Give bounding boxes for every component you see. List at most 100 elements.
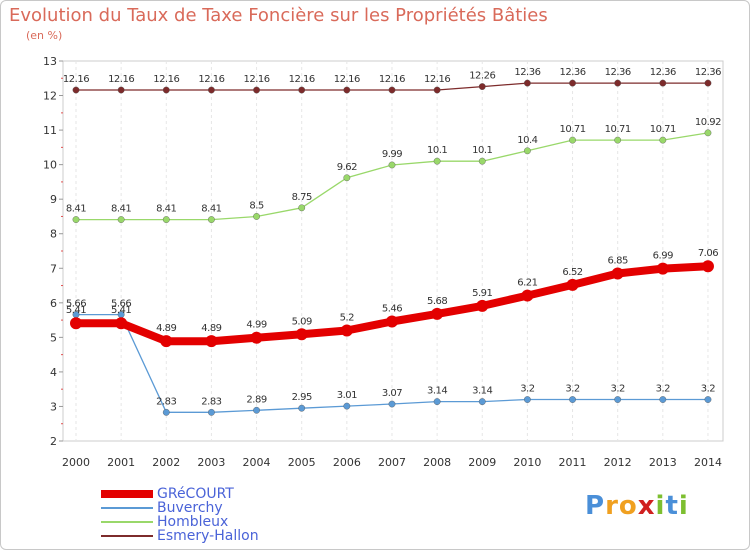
data-point-esmery-hallon [253,86,260,94]
chart-title: Evolution du Taux de Taxe Foncière sur l… [9,5,548,26]
logo-letter: P [585,491,606,521]
data-label-gr-court: 6.52 [562,267,582,278]
data-point-esmery-hallon [72,86,80,94]
y-tick-label: 10 [43,159,57,172]
data-label-gr-court: 5.41 [66,305,86,316]
data-point-hombleux [433,157,441,165]
y-axis-unit: (en %) [26,29,63,42]
data-label-esmery-hallon: 12.16 [424,74,450,85]
data-point-hombleux [614,136,622,144]
data-label-gr-court: 7.06 [698,248,718,259]
logo-letter: i [678,491,689,521]
data-point-hombleux [253,213,260,220]
data-point-gr-court [656,262,669,275]
data-label-buverchy: 3.14 [472,386,492,397]
data-point-gr-court [295,328,308,341]
data-point-gr-court [115,317,128,330]
data-point-esmery-hallon [388,86,396,94]
data-label-esmery-hallon: 12.16 [379,74,405,85]
data-point-buverchy [208,408,215,416]
data-label-buverchy: 5.66 [66,299,86,310]
y-tick-label: 9 [50,193,57,206]
data-label-hombleux: 10.71 [605,124,631,135]
data-label-gr-court: 4.89 [201,323,221,334]
data-label-buverchy: 3.2 [520,384,535,395]
legend-swatch-buverchy [101,507,153,509]
x-tick-label: 2003 [197,456,225,469]
data-point-buverchy [569,396,576,403]
data-label-hombleux: 9.62 [337,162,357,173]
data-point-buverchy [433,398,441,406]
x-tick-label: 2012 [604,456,632,469]
proxiti-logo: Proxiti [585,491,689,521]
data-point-buverchy [704,396,712,403]
legend-swatch-esmery-hallon [101,535,153,537]
legend-label-hombleux: Hombleux [157,514,229,530]
data-label-esmery-hallon: 12.16 [243,74,269,85]
data-point-hombleux [72,216,80,223]
data-label-gr-court: 6.99 [653,251,673,262]
data-label-gr-court: 5.41 [111,305,131,316]
data-label-esmery-hallon: 12.36 [559,67,585,78]
data-label-esmery-hallon: 12.36 [695,67,721,78]
y-tick-label: 11 [43,124,57,137]
data-label-esmery-hallon: 12.16 [289,74,315,85]
data-point-gr-court [340,324,353,337]
data-label-buverchy: 2.95 [292,392,312,403]
data-point-hombleux [343,174,351,182]
data-label-buverchy: 3.2 [565,384,580,395]
data-label-buverchy: 3.2 [701,384,716,395]
data-label-gr-court: 5.91 [472,288,492,299]
data-label-esmery-hallon: 12.16 [198,74,224,85]
data-point-esmery-hallon [524,79,531,87]
data-label-esmery-hallon: 12.16 [153,74,179,85]
data-label-hombleux: 10.1 [472,145,492,156]
legend-swatch-hombleux [101,521,153,523]
data-point-esmery-hallon [478,83,486,90]
logo-letter: t [665,491,679,521]
data-point-gr-court [431,307,444,320]
data-point-esmery-hallon [569,79,576,87]
x-tick-label: 2005 [288,456,316,469]
data-label-hombleux: 8.41 [156,204,176,215]
data-label-hombleux: 8.41 [66,204,86,215]
data-label-buverchy: 3.2 [656,384,671,395]
data-label-hombleux: 8.41 [111,204,131,215]
y-tick-label: 6 [50,297,57,310]
data-point-hombleux [388,161,396,169]
x-tick-label: 2002 [152,456,180,469]
data-point-hombleux [569,136,576,144]
data-point-esmery-hallon [162,86,170,94]
data-label-hombleux: 10.71 [559,124,585,135]
data-label-buverchy: 5.66 [111,299,131,310]
x-tick-label: 2007 [378,456,406,469]
x-tick-label: 2006 [333,456,361,469]
x-tick-label: 2014 [694,456,722,469]
data-point-gr-court [250,331,263,344]
data-point-buverchy [388,400,396,408]
data-point-gr-court [385,315,398,328]
x-tick-label: 2004 [243,456,271,469]
data-point-buverchy [524,396,531,403]
data-point-buverchy [343,402,351,410]
data-label-hombleux: 10.92 [695,117,721,128]
data-point-hombleux [162,216,170,223]
data-label-buverchy: 3.2 [610,384,625,395]
x-tick-label: 2010 [513,456,541,469]
data-point-esmery-hallon [433,86,441,94]
legend-label-esmery-hallon: Esmery-Hallon [157,528,259,544]
data-point-hombleux [208,216,215,223]
logo-letter: o [618,491,638,521]
data-point-hombleux [478,157,486,165]
data-point-gr-court [566,278,579,291]
data-point-gr-court [701,260,714,273]
data-label-esmery-hallon: 12.16 [334,74,360,85]
data-label-buverchy: 3.14 [427,386,447,397]
data-point-buverchy [659,396,667,403]
y-tick-label: 5 [50,331,57,344]
y-tick-label: 2 [50,435,57,448]
data-point-gr-court [205,335,218,348]
data-label-buverchy: 2.83 [201,396,221,407]
data-point-gr-court [521,289,534,302]
